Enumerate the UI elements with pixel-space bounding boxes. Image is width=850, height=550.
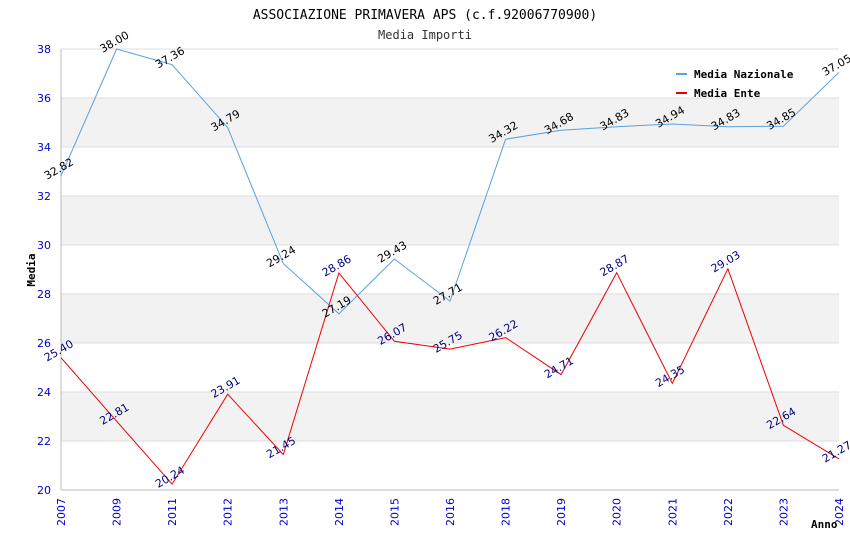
x-tick-label: 2012: [222, 498, 235, 526]
y-tick-label: 30: [37, 239, 51, 252]
grid-band: [61, 294, 839, 343]
chart-title: ASSOCIAZIONE PRIMAVERA APS (c.f.92006770…: [253, 8, 597, 23]
y-tick-label: 24: [37, 386, 51, 399]
x-tick-label: 2019: [555, 498, 568, 526]
data-label: 29.24: [264, 243, 298, 270]
x-tick-label: 2011: [166, 498, 179, 526]
axes: [60, 49, 839, 491]
x-tick-label: 2015: [388, 498, 401, 526]
series-line: [60, 48, 840, 315]
x-axis-title: Anno: [811, 518, 838, 531]
y-tick-label: 20: [37, 484, 51, 497]
legend: Media Nazionale Media Ente: [676, 68, 794, 100]
grid-band: [61, 98, 839, 147]
data-label: 29.03: [709, 248, 743, 275]
x-tick-label: 2021: [666, 498, 679, 526]
data-label: 37.05: [820, 52, 850, 79]
x-tick-label: 2007: [55, 498, 68, 526]
y-tick-label: 36: [37, 92, 51, 105]
grid-band: [61, 392, 839, 441]
y-tick-label: 22: [37, 435, 51, 448]
series-lines: [60, 48, 840, 485]
x-tick-label: 2014: [333, 498, 346, 526]
y-tick-label: 28: [37, 288, 51, 301]
chart-subtitle: Media Importi: [378, 28, 472, 42]
x-tick-label: 2016: [444, 498, 457, 526]
x-tick-label: 2018: [500, 498, 513, 526]
y-tick-label: 26: [37, 337, 51, 350]
x-tick-label: 2013: [277, 498, 290, 526]
x-tick-labels: 2007 2009 2011 2012 2013 2014 2015 2016 2018 2019…: [55, 498, 846, 526]
data-label: 28.86: [320, 253, 354, 280]
grid-bands: [61, 98, 839, 441]
x-tick-label: 2023: [777, 498, 790, 526]
data-label: 28.87: [598, 252, 632, 279]
y-axis-title: Media: [25, 253, 38, 286]
y-tick-label: 38: [37, 43, 51, 56]
y-tick-labels: 20 22 24 26 28 30 32 34 36 38: [37, 43, 51, 497]
grid-band: [61, 196, 839, 245]
data-label: 21.27: [820, 438, 850, 465]
x-tick-label: 2009: [111, 498, 124, 526]
legend-label: Media Ente: [694, 87, 761, 100]
y-tick-label: 34: [37, 141, 51, 154]
x-tick-label: 2022: [722, 498, 735, 526]
data-label: 24.35: [653, 363, 687, 390]
data-label: 37.36: [153, 44, 187, 71]
data-label: 24.71: [542, 354, 576, 381]
x-tick-label: 2024: [833, 498, 846, 526]
y-tick-label: 32: [37, 190, 51, 203]
x-tick-label: 2020: [611, 498, 624, 526]
series-line: [60, 267, 840, 485]
legend-label: Media Nazionale: [694, 68, 794, 81]
data-label: 32.82: [42, 155, 76, 182]
